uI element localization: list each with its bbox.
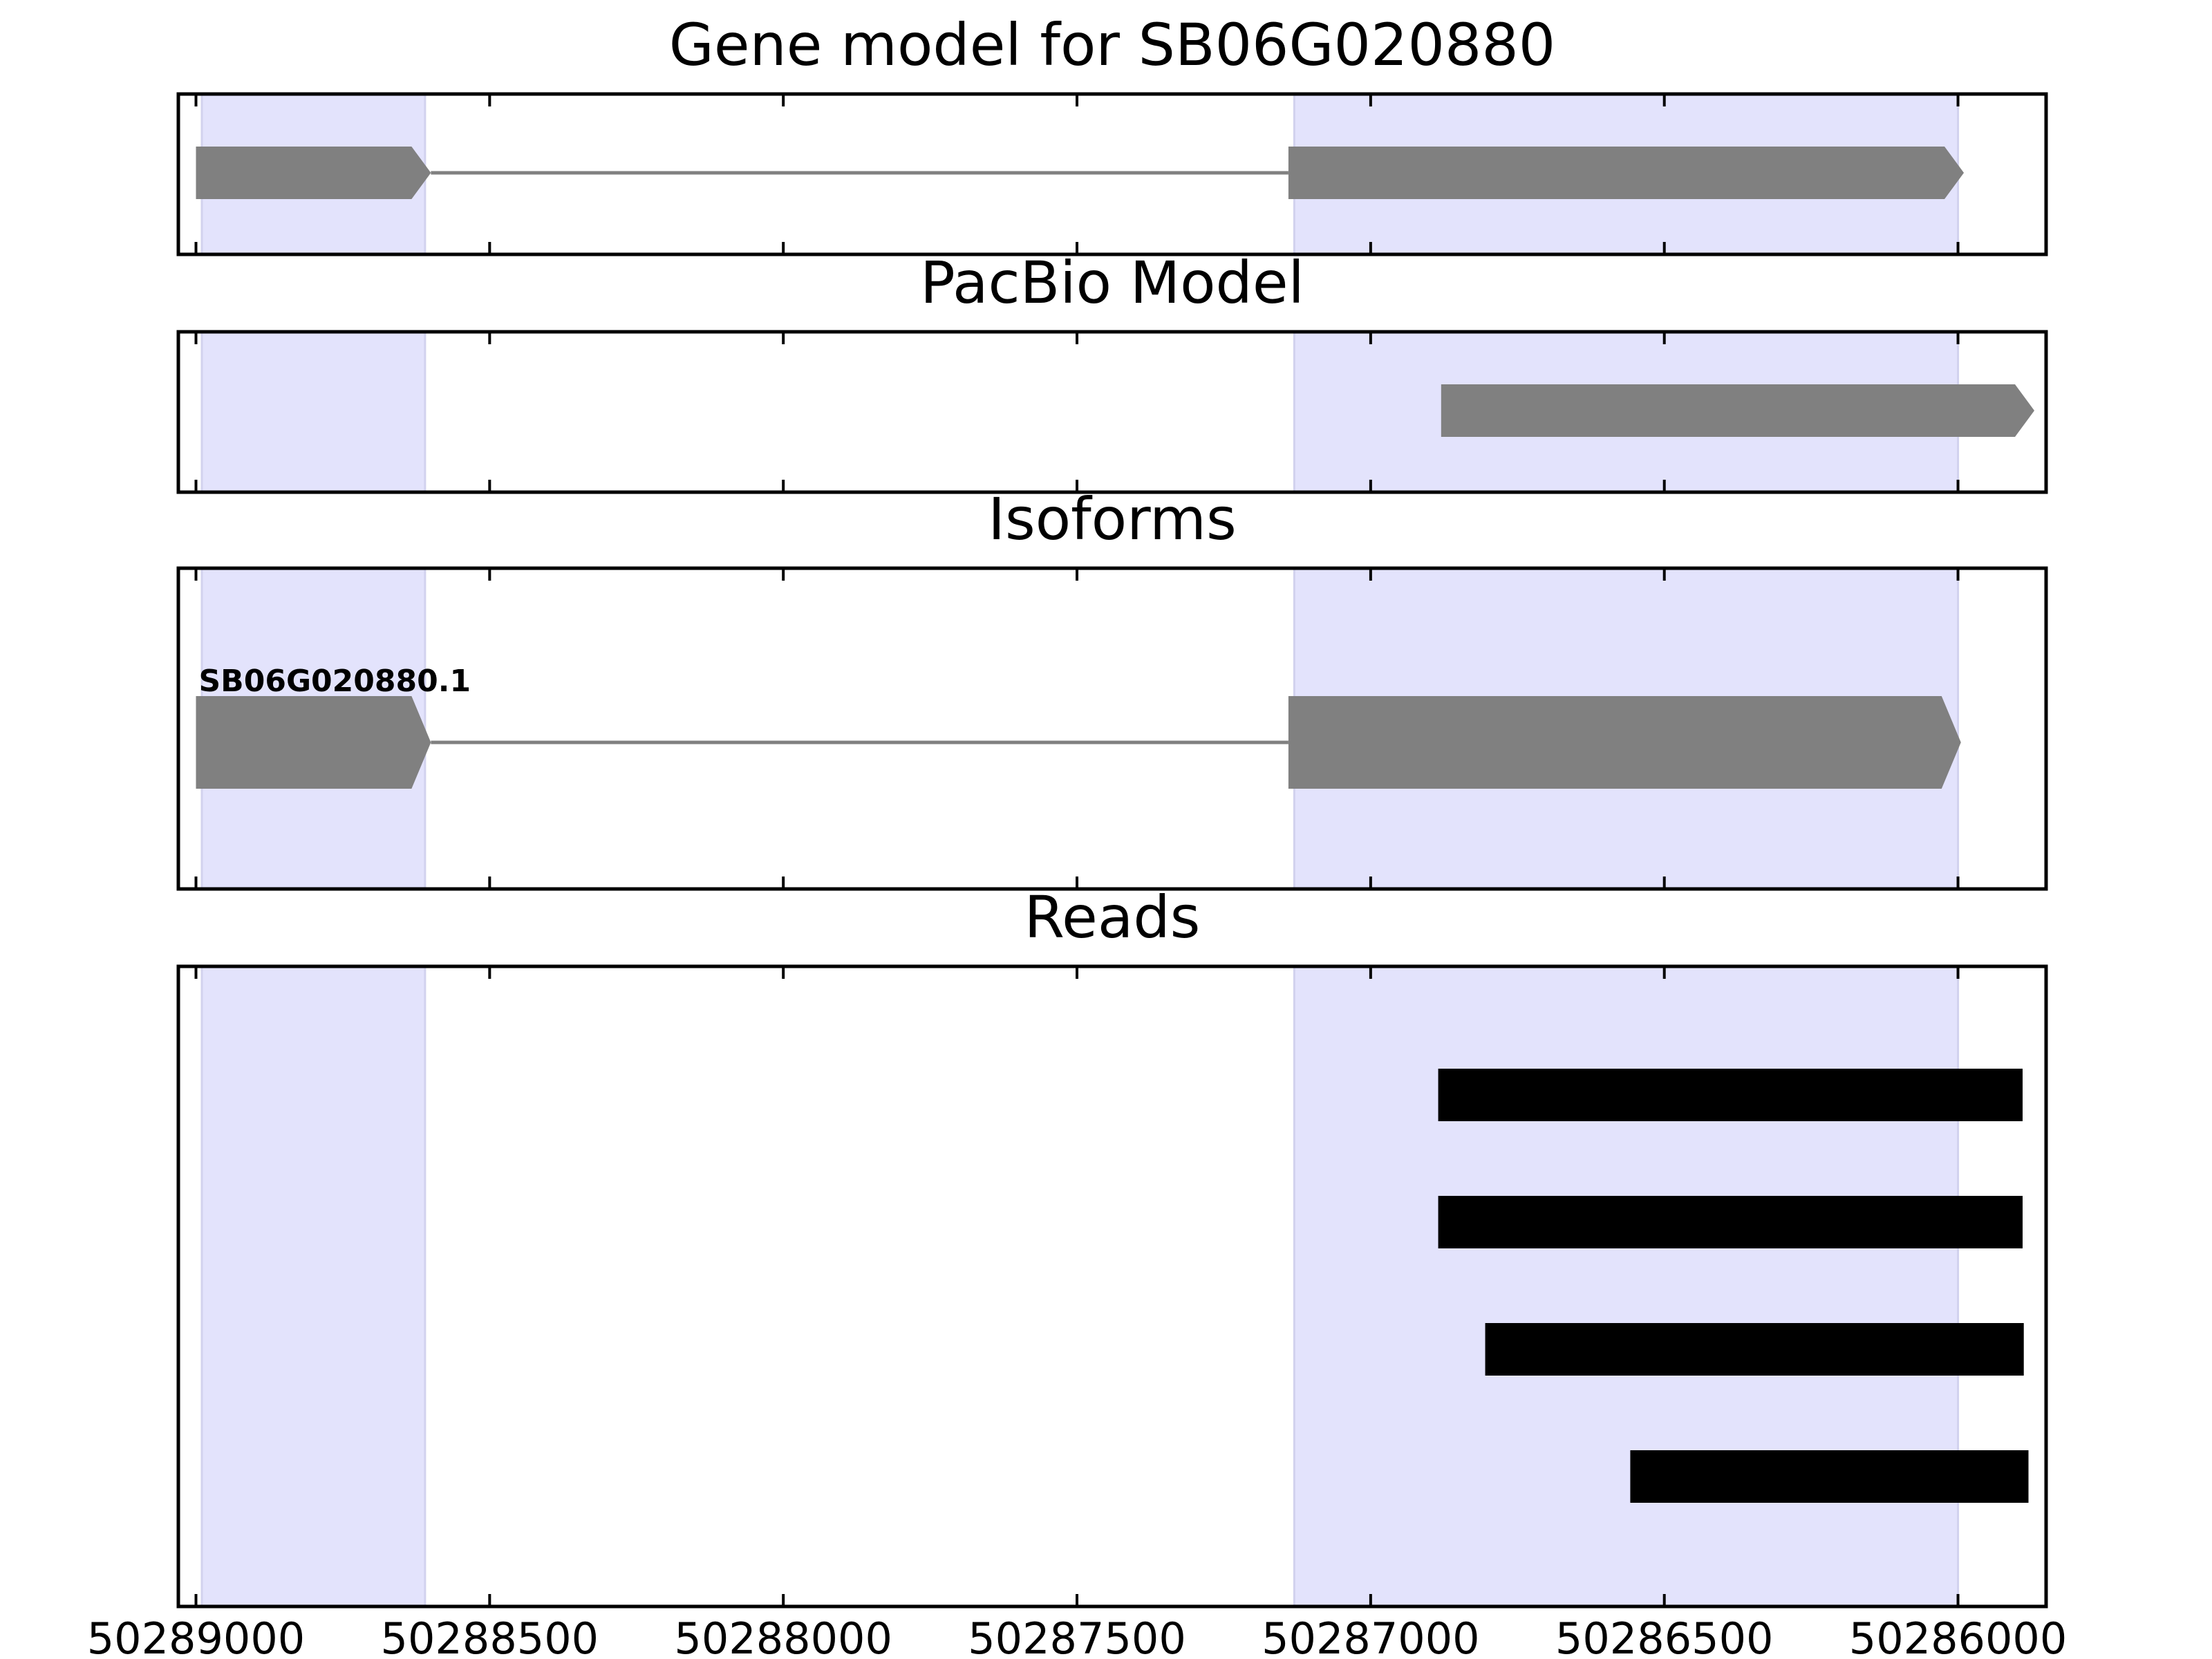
x-tick-label: 50287000 bbox=[1262, 1613, 1480, 1659]
isoform-label: SB06G020880.1 bbox=[198, 664, 471, 699]
panel-title: PacBio Model bbox=[920, 249, 1304, 317]
read-bar bbox=[1438, 1069, 2023, 1121]
panel-title: Reads bbox=[1024, 883, 1201, 951]
panel-1: Gene model for SB06G020880 bbox=[176, 11, 2048, 256]
panel-3: Isoforms SB06G020880.1 bbox=[176, 485, 2048, 891]
x-tick-label: 50286000 bbox=[1849, 1613, 2068, 1659]
highlight-region bbox=[200, 330, 427, 494]
gene-model-exon bbox=[1441, 384, 2035, 437]
panel-title: Isoforms bbox=[988, 485, 1237, 553]
panels: Gene model for SB06G020880 PacBio Model Is… bbox=[87, 11, 2068, 1659]
highlight-region bbox=[200, 965, 427, 1608]
x-tick-label: 50289000 bbox=[87, 1613, 306, 1659]
panel-frame bbox=[176, 330, 2048, 494]
read-bar bbox=[1485, 1323, 2024, 1376]
read-bar bbox=[1630, 1450, 2029, 1503]
x-tick-label: 50287500 bbox=[968, 1613, 1186, 1659]
x-tick-label: 50288000 bbox=[674, 1613, 892, 1659]
panel-frame bbox=[176, 566, 2048, 891]
gene-model-exon bbox=[196, 147, 431, 199]
gene-model-exon bbox=[1288, 147, 1965, 199]
panel-4: Reads 50289000 50288500 50288000 50287500 502… bbox=[87, 883, 2068, 1659]
panel-frame bbox=[176, 92, 2048, 256]
highlight-region bbox=[1293, 965, 1960, 1608]
panel-title: Gene model for SB06G020880 bbox=[669, 11, 1555, 79]
read-bar bbox=[1438, 1196, 2023, 1248]
panel-2: PacBio Model bbox=[176, 249, 2048, 494]
panel-frame bbox=[176, 964, 2048, 1609]
x-tick-label: 50286500 bbox=[1555, 1613, 1774, 1659]
isoform-exon bbox=[196, 696, 431, 789]
isoform-exon bbox=[1288, 696, 1961, 789]
x-tick-label: 50288500 bbox=[381, 1613, 599, 1659]
